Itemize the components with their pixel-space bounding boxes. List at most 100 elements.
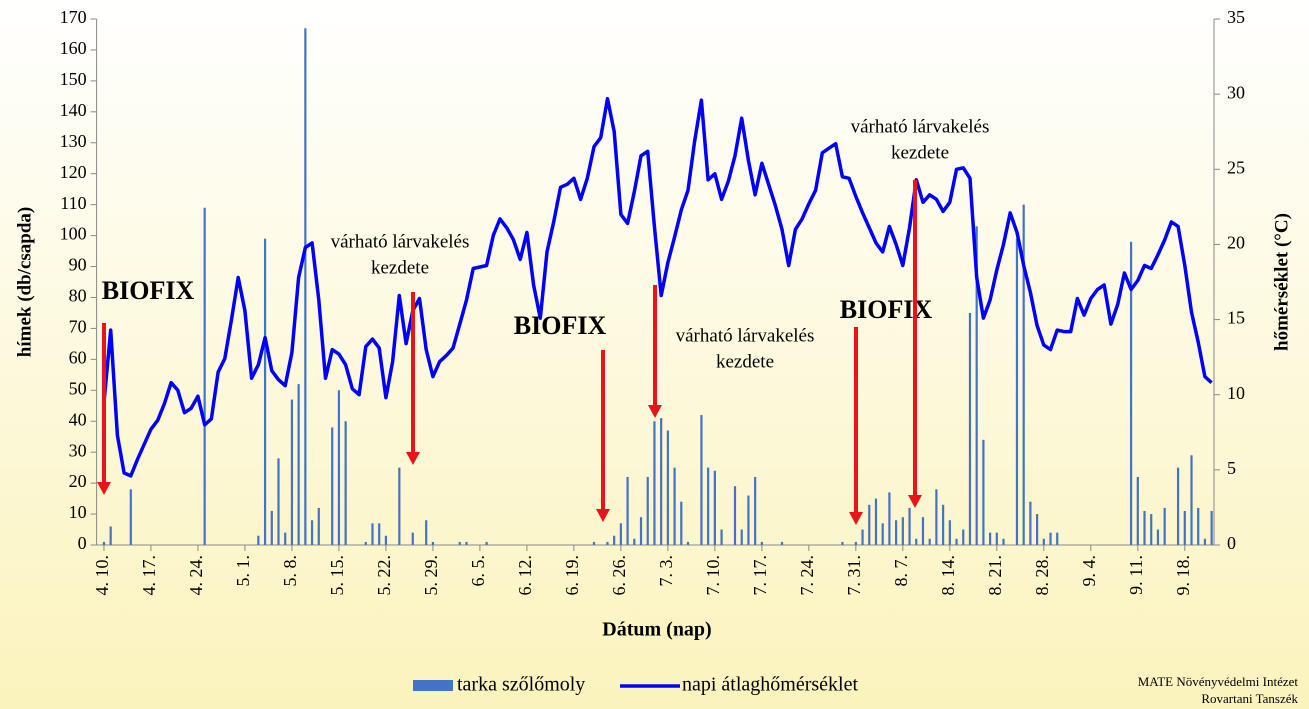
x-tick-label: 8. 7. <box>891 555 911 587</box>
annotation: kezdete <box>716 351 774 372</box>
y-tick-label: 100 <box>60 224 87 244</box>
x-tick-label: 4. 17. <box>139 555 159 596</box>
arrow-head <box>849 512 863 525</box>
bar <box>908 507 911 545</box>
bar <box>270 510 273 545</box>
bar <box>895 520 898 545</box>
x-tick-label: 5. 22. <box>374 555 394 596</box>
y-tick-label: 0 <box>78 533 87 553</box>
x-tick-label: 6. 5. <box>468 555 488 587</box>
y2-tick-label: 15 <box>1227 308 1245 328</box>
bar <box>962 529 965 545</box>
bar <box>1156 529 1160 545</box>
bar <box>780 541 784 545</box>
bar <box>1015 238 1019 545</box>
bar <box>384 535 388 545</box>
y-tick-label: 10 <box>69 502 87 522</box>
annotation: BIOFIX <box>840 295 933 324</box>
bar <box>989 532 992 545</box>
bar <box>673 467 676 545</box>
bar <box>364 541 367 545</box>
bar <box>1210 510 1213 545</box>
bar <box>754 476 757 545</box>
bar <box>928 538 931 545</box>
bar <box>874 498 878 545</box>
x-tick-label: 6. 26. <box>609 555 629 596</box>
bar <box>317 507 320 545</box>
bar <box>942 504 945 545</box>
x-tick-label: 5. 29. <box>421 555 441 596</box>
y-tick-label: 80 <box>69 286 87 306</box>
bar <box>968 312 972 545</box>
bar <box>1002 538 1005 545</box>
x-tick-label: 6. 19. <box>562 555 582 596</box>
arrow-head <box>596 509 610 522</box>
y-tick-label: 70 <box>69 317 87 337</box>
bar <box>290 399 294 545</box>
bar <box>861 529 864 545</box>
x-tick-label: 6. 12. <box>515 555 535 596</box>
x-tick-label: 7. 3. <box>656 555 676 587</box>
bar <box>707 467 710 545</box>
bar <box>129 489 132 545</box>
bar <box>203 207 206 545</box>
bar <box>592 541 596 545</box>
bar <box>854 541 857 545</box>
bar <box>740 529 743 545</box>
y-tick-label: 110 <box>60 193 86 213</box>
bar <box>660 418 663 545</box>
x-tick-label: 4. 24. <box>186 555 206 596</box>
arrow-head <box>97 482 111 495</box>
bar <box>310 520 314 545</box>
legend-swatch <box>413 680 453 691</box>
bar <box>619 523 622 545</box>
bar <box>485 541 488 545</box>
annotation: BIOFIX <box>514 311 607 340</box>
bar <box>465 541 468 545</box>
bar <box>1029 501 1032 545</box>
y2-tick-label: 0 <box>1227 533 1236 553</box>
bar <box>277 458 280 545</box>
bar <box>733 486 737 545</box>
bar <box>1190 455 1193 545</box>
bar <box>257 535 260 545</box>
bar <box>888 492 891 545</box>
x-tick-label: 9. 4. <box>1079 555 1099 587</box>
arrow-head <box>908 495 922 508</box>
y2-tick-label: 20 <box>1227 233 1245 253</box>
bar <box>425 520 428 545</box>
bar <box>109 526 112 545</box>
x-tick-label: 7. 31. <box>844 555 864 596</box>
bar <box>1056 532 1059 545</box>
source-note: Rovartani Tanszék <box>1201 691 1298 706</box>
source-note: MATE Növényvédelmi Intézet <box>1138 674 1299 689</box>
x-tick-label: 9. 18. <box>1173 555 1193 596</box>
annotation: kezdete <box>891 142 949 163</box>
bar <box>975 226 978 545</box>
bar <box>995 532 998 545</box>
bar <box>700 415 703 545</box>
bar <box>686 541 690 545</box>
y-tick-label: 150 <box>60 69 87 89</box>
y-tick-label: 30 <box>69 440 87 460</box>
x-tick-label: 8. 28. <box>1032 555 1052 596</box>
legend-label: napi átlaghőmérséklet <box>682 674 858 696</box>
bar <box>102 541 106 545</box>
line <box>102 96 1213 478</box>
bar <box>868 504 871 545</box>
bar <box>398 467 401 545</box>
bar <box>935 489 938 545</box>
x-tick-label: 7. 24. <box>797 555 817 596</box>
bar <box>606 541 609 545</box>
bar <box>982 439 985 545</box>
bar <box>1022 204 1025 545</box>
bar <box>1136 476 1139 545</box>
bar <box>666 430 669 545</box>
bar <box>331 427 334 545</box>
x-tick-label: 4. 10. <box>92 555 112 596</box>
x-tick-label: 5. 1. <box>233 555 253 587</box>
bar <box>680 501 683 545</box>
bar <box>1197 507 1200 545</box>
y2-tick-label: 5 <box>1227 458 1236 478</box>
bar <box>1035 514 1039 545</box>
